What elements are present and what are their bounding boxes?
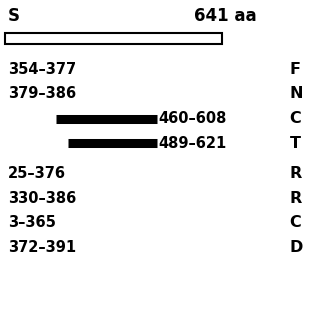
Text: R: R [290, 166, 302, 181]
Text: 460–608: 460–608 [159, 111, 227, 126]
Text: C: C [290, 111, 301, 126]
Text: 3–365: 3–365 [8, 215, 56, 230]
Text: C: C [290, 215, 301, 230]
Text: 379–386: 379–386 [8, 86, 76, 101]
Text: 25–376: 25–376 [8, 166, 66, 181]
Text: S: S [8, 7, 20, 25]
Text: 489–621: 489–621 [159, 136, 227, 151]
Text: F: F [290, 62, 300, 77]
FancyBboxPatch shape [5, 33, 222, 44]
Text: D: D [290, 240, 303, 255]
Text: R: R [290, 191, 302, 206]
Text: 641 aa: 641 aa [194, 7, 256, 25]
Text: N: N [290, 86, 303, 101]
Text: 372–391: 372–391 [8, 240, 76, 255]
Text: T: T [290, 136, 300, 151]
Text: 354–377: 354–377 [8, 62, 76, 77]
Text: 330–386: 330–386 [8, 191, 76, 206]
